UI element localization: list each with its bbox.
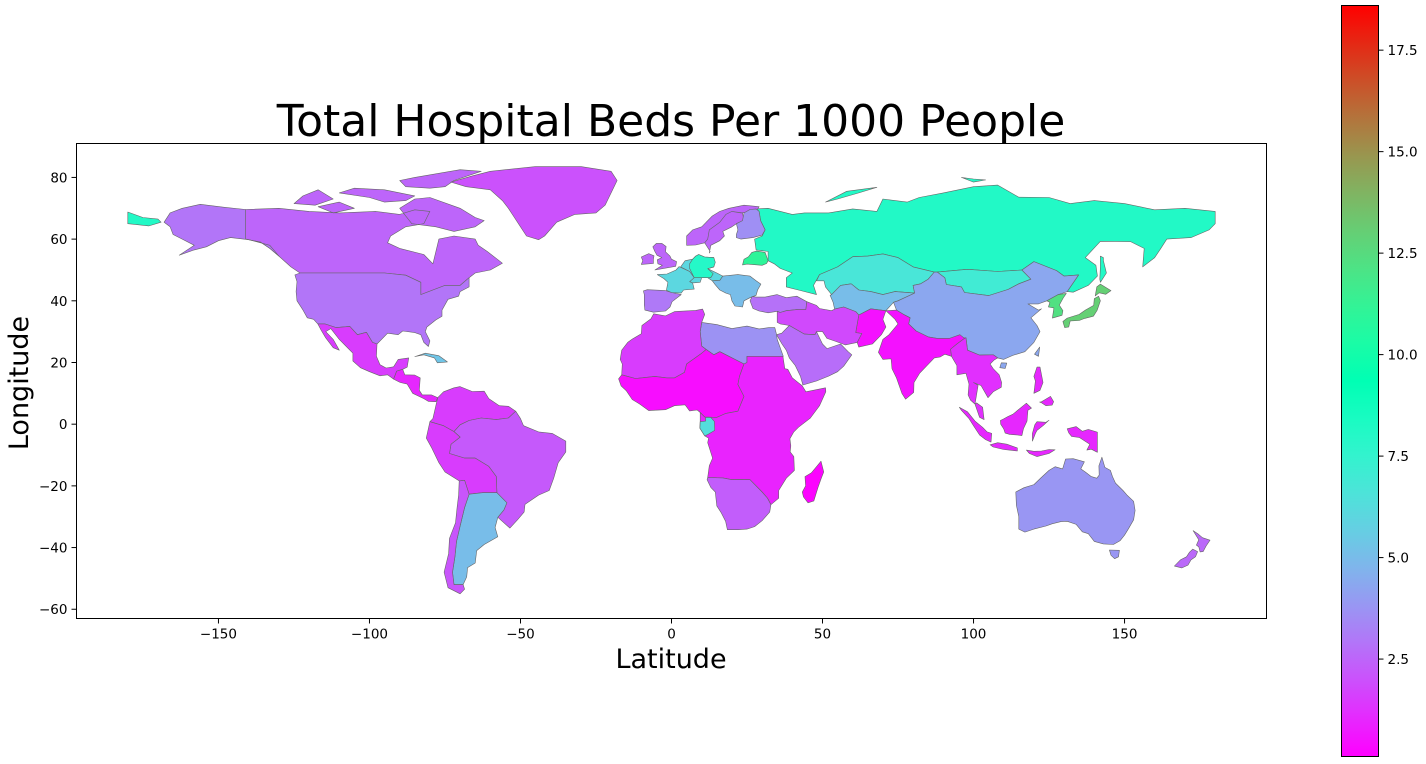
colorbar-gradient <box>1341 5 1379 757</box>
y-axis: 80 60 40 20 0 −20 −40 −60 <box>39 170 77 618</box>
region-australia <box>1015 456 1136 559</box>
region-southeast-asia <box>950 337 1002 420</box>
y-tick-label: 60 <box>50 232 67 248</box>
region-indonesia <box>959 366 1098 457</box>
colorbar-tick-label: 10.0 <box>1388 348 1418 364</box>
x-tick-label: −150 <box>200 627 237 643</box>
region-alaska <box>163 204 280 257</box>
y-axis-label: Longitude <box>4 316 35 450</box>
countries-layer <box>127 166 1216 595</box>
colorbar-tick-label: 5.0 <box>1388 551 1409 567</box>
x-tick-label: 100 <box>961 627 987 643</box>
x-axis-label: Latitude <box>615 644 726 675</box>
x-tick-label: −50 <box>506 627 535 643</box>
region-saudi-arabia <box>776 325 853 386</box>
x-tick-label: −100 <box>351 627 388 643</box>
x-tick-label: 150 <box>1112 627 1138 643</box>
x-tick-label: 0 <box>667 627 676 643</box>
colorbar: 2.5 5.0 7.5 10.0 12.5 15.0 17.5 <box>1341 5 1418 757</box>
y-tick-label: 20 <box>50 355 67 371</box>
region-japan <box>1062 283 1112 328</box>
region-finland <box>736 208 766 240</box>
region-central-america <box>393 369 438 402</box>
colorbar-tick-label: 7.5 <box>1388 449 1409 465</box>
y-tick-label: −40 <box>39 541 68 557</box>
region-france <box>657 266 695 294</box>
region-iberia <box>643 289 682 313</box>
region-belarus <box>742 250 769 266</box>
region-chile <box>443 480 470 595</box>
region-uk <box>641 243 677 271</box>
region-china <box>893 261 1079 369</box>
y-tick-label: −60 <box>39 602 68 618</box>
region-gabon <box>699 417 715 437</box>
y-tick-label: −20 <box>39 479 68 495</box>
chart-title: Total Hospital Beds Per 1000 People <box>276 96 1066 147</box>
colorbar-tick-label: 2.5 <box>1388 652 1409 668</box>
region-cuba <box>414 352 448 364</box>
colorbar-tick-label: 15.0 <box>1388 145 1418 161</box>
region-germany <box>689 254 716 278</box>
colorbar-tick-label: 17.5 <box>1388 43 1418 59</box>
region-united-states <box>294 272 470 347</box>
x-tick-label: 50 <box>814 627 831 643</box>
region-new-zealand <box>1174 530 1211 569</box>
region-russia <box>127 177 1216 295</box>
colorbar-tick-label: 12.5 <box>1388 246 1418 262</box>
map-plot-area <box>76 143 1267 619</box>
y-tick-label: 40 <box>50 294 67 310</box>
region-bolivia-peru <box>426 421 498 495</box>
region-balkans <box>712 274 762 308</box>
region-canada <box>245 169 503 295</box>
colorbar-ticks: 2.5 5.0 7.5 10.0 12.5 15.0 17.5 <box>1378 43 1418 668</box>
region-india <box>855 308 965 400</box>
y-tick-label: 0 <box>59 417 68 433</box>
x-axis: −150 −100 −50 0 50 100 150 <box>200 618 1138 643</box>
region-southern-africa <box>706 477 772 530</box>
region-korea <box>1046 293 1067 319</box>
region-greenland <box>450 166 618 240</box>
region-madagascar <box>802 460 824 504</box>
y-tick-label: 80 <box>50 170 67 186</box>
